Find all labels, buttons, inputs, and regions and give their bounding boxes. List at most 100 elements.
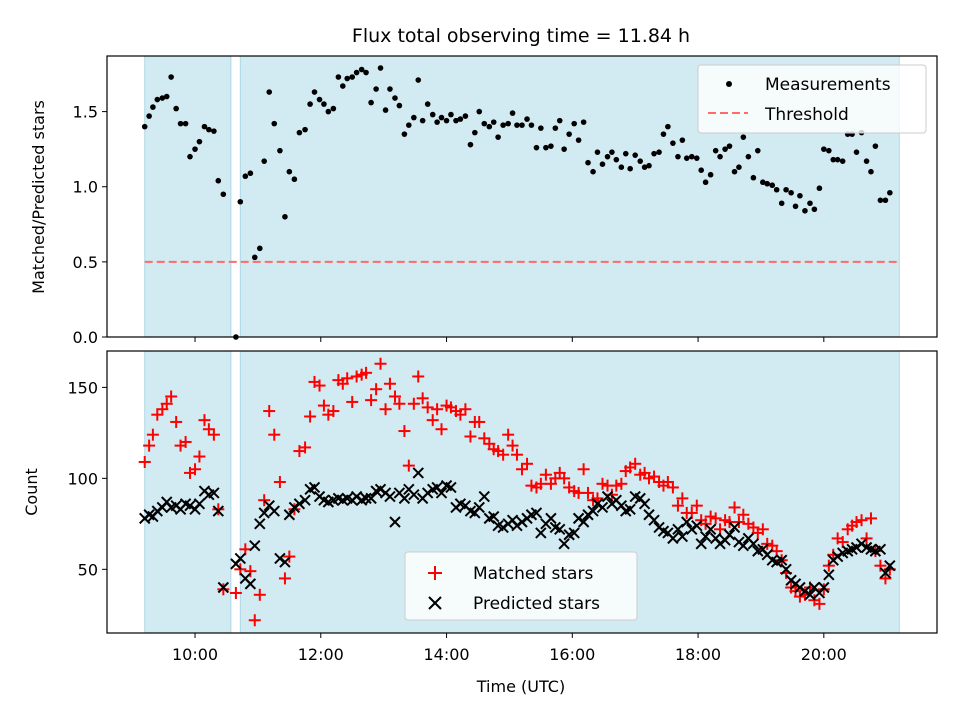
measurement-point [201,123,208,130]
matched-point [239,543,252,556]
matched-point [534,477,547,490]
predicted-point [818,581,830,594]
measurement-point [282,213,288,220]
measurement-point [816,185,823,192]
x-tick-label: 14:00 [423,645,469,664]
matched-point [374,357,387,370]
matched-point [699,517,712,530]
matched-point [317,399,330,412]
measurement-point [872,143,879,149]
bottom-legend: Matched stars Predicted stars [404,551,638,621]
measurement-point [656,149,662,155]
measurement-point [266,89,273,95]
top-legend: Measurements Threshold [697,64,927,134]
measurement-point [321,101,327,107]
matched-point [836,536,849,549]
measurement-point [524,116,530,122]
measurement-point [448,111,454,118]
measurement-point [514,122,520,128]
measurement-point [377,65,384,71]
chart-title: Flux total observing time = 11.84 h [352,25,690,47]
measurement-point [302,126,308,133]
measurement-point [401,131,408,137]
measurement-point [247,170,254,177]
matched-point [248,614,261,627]
matched-point [212,503,225,516]
measurement-point [396,102,403,109]
matched-point [525,479,538,492]
measurement-point [159,95,166,101]
matched-point [813,597,826,610]
matched-point [874,559,887,572]
measurement-point [187,153,193,160]
predicted-point [254,518,266,530]
predicted-point [193,498,206,510]
predicted-point [530,507,543,519]
matched-point [591,492,604,505]
measurement-point [215,177,222,184]
measurement-point [358,66,365,73]
predicted-point [874,543,887,556]
matched-point [327,405,340,418]
matched-point [643,472,656,485]
matched-point [454,408,467,421]
measurement-point [590,168,596,175]
matched-point [165,390,178,403]
matched-point [435,423,448,436]
plot-frame [106,55,938,338]
matched-point [855,514,868,527]
measurement-point [277,147,283,154]
matched-point [346,395,359,408]
matched-point [263,405,276,418]
x-tick-label: 12:00 [298,645,344,664]
matched-point [506,439,519,452]
measurement-point [429,111,436,118]
matched-point [860,532,873,545]
measurement-point [467,141,474,148]
measurement-point [339,83,346,89]
matched-point [160,397,173,410]
measurement-point [382,107,389,113]
measurement-point [622,150,629,157]
matched-point [709,512,722,525]
measurement-point [604,153,611,160]
predicted-point [672,523,684,536]
matched-point [690,499,703,512]
measurement-point [712,147,719,154]
measurement-point [286,168,293,175]
predicted-point [780,563,792,576]
predicted-point [775,554,788,566]
measurement-point [237,198,244,205]
measurement-point [627,165,633,172]
matched-point [850,516,863,529]
matched-point [273,475,286,488]
measurement-point [882,197,889,204]
matched-point [383,377,396,390]
measurement-point [291,176,298,183]
measurement-point [792,203,799,210]
measurement-point [853,149,860,155]
predicted-point [435,487,448,499]
matched-point [170,415,183,428]
x-tick-label: 16:00 [549,645,595,664]
shaded-interval-0 [144,55,232,338]
measurement-point [594,149,601,155]
measurement-point [154,96,161,103]
matched-point [596,477,609,490]
predicted-point [667,532,679,545]
y-tick-label: 50 [78,560,98,579]
matched-point [464,430,477,443]
legend-predicted-marker [428,596,442,610]
measurement-point [368,99,374,106]
measurement-point [411,114,417,121]
predicted-point [249,539,261,552]
matched-point [299,441,312,454]
predicted-point [308,481,321,494]
predicted-point [723,529,736,541]
matched-point [629,457,642,470]
measurement-point [552,125,559,131]
measurement-point [325,108,332,115]
measurement-point [688,153,695,160]
matched-point [278,572,291,585]
